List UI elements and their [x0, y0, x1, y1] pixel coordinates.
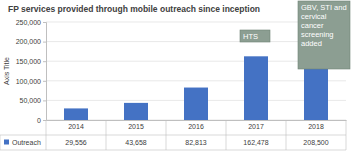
y-tick: 50,000	[20, 97, 46, 104]
annotation-box	[298, 1, 350, 69]
table-rule	[226, 120, 227, 150]
y-tick-label: 200,000	[16, 38, 41, 45]
table-value: 208,500	[303, 139, 328, 146]
y-axis-title: Axis Title	[3, 57, 10, 85]
table-rule	[0, 135, 346, 136]
table-rule	[46, 120, 47, 150]
table-value: 162,478	[243, 139, 268, 146]
y-tick: 250,000	[16, 19, 46, 26]
data-table: Outreach 29,556 43,658 82,813 162,478 208,500	[0, 120, 346, 150]
table-value: 29,556	[65, 139, 87, 146]
legend-label: Outreach	[12, 139, 41, 146]
x-tick-label: 2018	[308, 123, 324, 130]
y-axis-line	[43, 23, 47, 121]
annotation-box	[240, 30, 270, 42]
y-tick: 0	[37, 117, 46, 124]
x-tick: 2017	[248, 120, 264, 130]
y-tick-mark	[43, 120, 46, 121]
title: FP services provided through mobile outr…	[8, 4, 260, 14]
grid-line	[46, 80, 346, 81]
bar	[64, 108, 88, 120]
y-tick: 100,000	[16, 78, 46, 85]
y-tick: 150,000	[16, 58, 46, 65]
y-tick: 200,000	[16, 38, 46, 45]
annotation-holder: GBV, STI and cervical cancer screening a…	[298, 1, 350, 69]
annotation: HTS	[240, 30, 270, 42]
legend-key	[4, 140, 9, 145]
y-tick-label: 0	[37, 117, 41, 124]
bar	[244, 56, 268, 120]
x-tick: 2014	[68, 120, 84, 130]
y-tick-mark	[43, 100, 46, 101]
bars	[64, 38, 328, 120]
y-tick-mark	[43, 61, 46, 62]
table-rule	[106, 120, 107, 150]
table-value: 82,813	[185, 139, 207, 146]
annotation-holder: HTS	[240, 30, 270, 42]
table-rule	[346, 120, 347, 150]
y-tick-label: 250,000	[16, 19, 41, 26]
x-tick: 2018	[308, 120, 324, 130]
table-rule	[0, 150, 346, 151]
y-axis: 0 50,000 100,000 150,000 200,000 250,000	[16, 19, 47, 124]
annotations: HTS GBV, STI and cervical cancer screenin…	[240, 1, 350, 69]
y-tick-mark	[43, 81, 46, 82]
table-rule	[0, 135, 1, 150]
annotation: GBV, STI and cervical cancer screening a…	[298, 1, 350, 50]
x-axis: 2014 2015 2016 2017 2018	[47, 120, 347, 130]
x-axis-line	[47, 120, 347, 121]
x-tick: 2016	[188, 120, 204, 130]
x-tick: 2015	[128, 120, 144, 130]
x-tick-label: 2017	[248, 123, 264, 130]
y-tick-label: 50,000	[20, 97, 42, 104]
table-value: 43,658	[125, 139, 147, 146]
x-tick-label: 2015	[128, 123, 144, 130]
y-tick-label: 150,000	[16, 58, 41, 65]
table-rule	[166, 120, 167, 150]
table-rule	[286, 120, 287, 150]
bar	[184, 88, 208, 120]
chart: 0 50,000 100,000 150,000 200,000 250,000 Axis …	[0, 0, 351, 164]
x-tick-label: 2016	[188, 123, 204, 130]
y-tick-label: 100,000	[16, 78, 41, 85]
bar	[124, 103, 148, 120]
y-tick-mark	[43, 42, 46, 43]
y-tick-mark	[43, 22, 46, 23]
x-tick-label: 2014	[68, 123, 84, 130]
